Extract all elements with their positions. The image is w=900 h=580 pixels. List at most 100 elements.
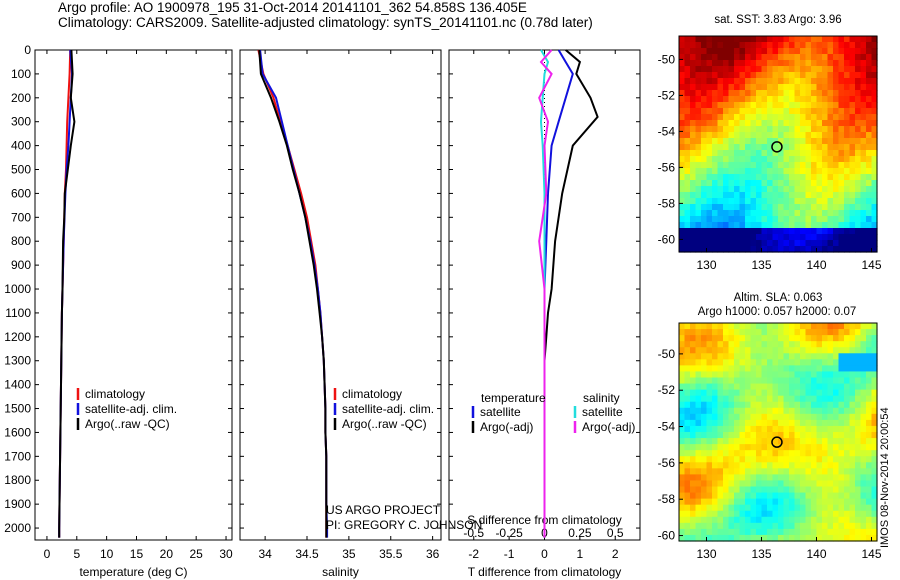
temperature-profile-series-argo — [58, 49, 76, 538]
sla-map-ytick-label: -60 — [658, 529, 676, 543]
sla-map-ytick-label: -54 — [658, 420, 676, 434]
sdiff-legend-label: Argo(-adj) — [582, 420, 635, 434]
sst-map-ytick-label: -56 — [658, 160, 676, 174]
salinity-profile-xtick-label: 36 — [426, 547, 440, 561]
depth-tick-label: 1800 — [4, 473, 31, 487]
salinity-legend-label: satellite-adj. clim. — [342, 402, 434, 416]
depth-tick-label: 1400 — [4, 378, 31, 392]
temperature-profile-xtick-label: 25 — [190, 547, 204, 561]
difference-profile-xtick-label: 2 — [612, 547, 619, 561]
tdiff-legend-title: temperature — [481, 391, 546, 405]
sla-map-frame — [678, 322, 878, 542]
salinity-profile-series-argo — [258, 49, 328, 538]
temperature-profile-xlabel: temperature (deg C) — [79, 565, 187, 579]
temperature-legend-label: Argo(..raw -QC) — [85, 417, 170, 431]
timestamp-stamp: IMOS 08-Nov-2014 20:00:54 — [879, 407, 891, 548]
salinity-profile-xlabel: salinity — [322, 565, 359, 579]
salinity-profile-frame — [239, 49, 442, 541]
depth-tick-label: 400 — [11, 139, 31, 153]
temperature-profile-xtick-label: 5 — [73, 547, 80, 561]
salinity-profile-xtick-label: 35.5 — [379, 547, 403, 561]
s-diff-tick-label: 0.5 — [607, 526, 624, 540]
depth-tick-label: 600 — [11, 186, 31, 200]
sst-map-ytick-label: -60 — [658, 232, 676, 246]
difference-profile-xtick-label: 1 — [577, 547, 584, 561]
sst-map-xtick-label: 135 — [751, 258, 771, 272]
depth-tick-label: 700 — [11, 210, 31, 224]
credit-pi: PI: GREGORY C. JOHNSON — [326, 518, 483, 532]
difference-profile-series-s-argo — [538, 49, 553, 538]
salinity-profile-xtick-label: 34 — [258, 547, 272, 561]
salinity-profile-xtick-label: 35 — [342, 547, 356, 561]
figure-title-line2: Climatology: CARS2009. Satellite-adjuste… — [58, 15, 593, 30]
sst-map-ytick-label: -50 — [658, 52, 676, 66]
sdiff-legend-title: salinity — [583, 391, 620, 405]
sst-map-xtick-label: 130 — [696, 258, 716, 272]
sst-map-field — [679, 36, 878, 253]
sst-map-ytick-label: -52 — [658, 88, 676, 102]
sst-map-title: sat. SST: 3.83 Argo: 3.96 — [714, 14, 842, 26]
salinity-legend-label: Argo(..raw -QC) — [342, 417, 427, 431]
sla-map-xtick-label: 140 — [806, 547, 826, 561]
difference-profile-xlabel: T difference from climatology — [468, 565, 622, 579]
sst-map-ytick-label: -58 — [658, 196, 676, 210]
sla-map-field — [679, 323, 878, 542]
sla-map-title-line1: Altim. SLA: 0.063 — [733, 292, 823, 304]
s-diff-tick-label: -0.25 — [495, 526, 523, 540]
depth-tick-label: 2000 — [4, 521, 31, 535]
depth-tick-label: 1700 — [4, 449, 31, 463]
temperature-profile-xtick-label: 0 — [44, 547, 51, 561]
depth-tick-label: 1200 — [4, 330, 31, 344]
temperature-profile-xtick-label: 10 — [100, 547, 114, 561]
sst-map-frame — [678, 35, 878, 253]
sla-map-xtick-label: 130 — [696, 547, 716, 561]
s-diff-tick-label: 0.25 — [568, 526, 592, 540]
depth-tick-label: 900 — [11, 258, 31, 272]
depth-tick-label: 500 — [11, 163, 31, 177]
sla-map-ytick-label: -52 — [658, 383, 676, 397]
difference-profile-series-t-argo — [543, 49, 599, 538]
sla-map-title-line2: Argo h1000: 0.057 h2000: 0.07 — [697, 306, 857, 318]
depth-tick-label: 300 — [11, 115, 31, 129]
sst-map-argo-marker — [771, 141, 783, 153]
sla-map-xtick-label: 135 — [751, 547, 771, 561]
difference-profile-xtick-label: -2 — [468, 547, 479, 561]
depth-tick-label: 0 — [24, 43, 31, 57]
sst-map-xtick-label: 140 — [806, 258, 826, 272]
depth-tick-label: 1900 — [4, 497, 31, 511]
figure-title-line1: Argo profile: AO 1900978_195 31-Oct-2014… — [58, 0, 527, 15]
sla-map-xtick-label: 145 — [861, 547, 881, 561]
depth-tick-label: 800 — [11, 234, 31, 248]
tdiff-legend-label: Argo(-adj) — [480, 420, 533, 434]
s-diff-tick-label: -0.5 — [463, 526, 484, 540]
salinity-profile-series-climatology — [257, 49, 328, 538]
tdiff-legend-label: satellite — [480, 405, 521, 419]
temperature-legend-label: satellite-adj. clim. — [85, 402, 177, 416]
salinity-legend-label: climatology — [342, 387, 402, 401]
temperature-profile-xtick-label: 20 — [160, 547, 174, 561]
depth-tick-label: 1500 — [4, 402, 31, 416]
sla-map-argo-marker — [771, 436, 783, 448]
temperature-profile-xtick-label: 30 — [219, 547, 233, 561]
difference-profile-xtick-label: 0 — [541, 547, 548, 561]
sdiff-legend-label: satellite — [582, 405, 623, 419]
sla-map-ytick-label: -56 — [658, 456, 676, 470]
sla-map-ytick-label: -58 — [658, 492, 676, 506]
depth-tick-label: 200 — [11, 91, 31, 105]
depth-tick-label: 1000 — [4, 282, 31, 296]
depth-tick-label: 1300 — [4, 354, 31, 368]
depth-tick-label: 1100 — [5, 306, 31, 320]
sla-map-ytick-label: -50 — [658, 347, 676, 361]
sst-map-ytick-label: -54 — [658, 124, 676, 138]
temperature-profile-frame — [34, 49, 233, 541]
temperature-profile-xtick-label: 15 — [130, 547, 144, 561]
sst-map-xtick-label: 145 — [861, 258, 881, 272]
depth-tick-label: 100 — [11, 67, 31, 81]
credit-project: US ARGO PROJECT — [326, 503, 441, 517]
difference-profile-xtick-label: -1 — [504, 547, 515, 561]
salinity-profile-xtick-label: 34.5 — [295, 547, 319, 561]
temperature-legend-label: climatology — [85, 387, 145, 401]
depth-tick-label: 1600 — [4, 425, 31, 439]
temperature-profile-series-satellite — [58, 49, 74, 538]
